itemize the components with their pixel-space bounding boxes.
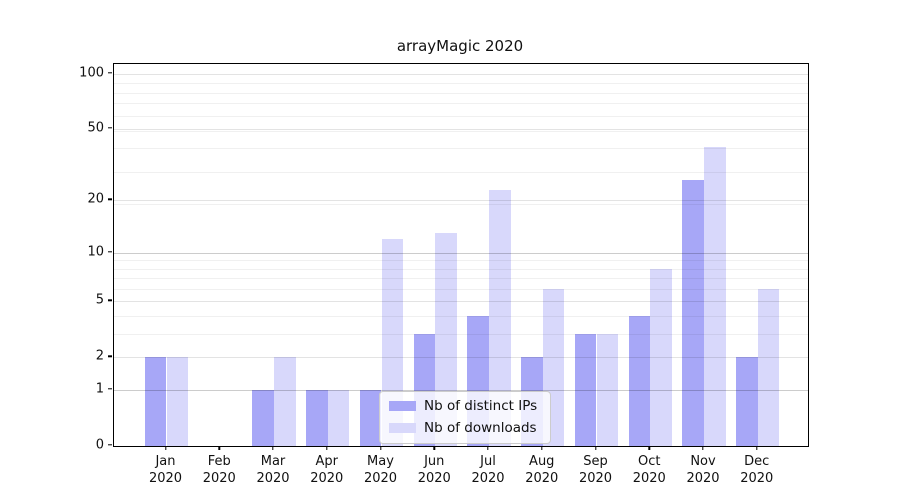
gridline-y-9 [114, 260, 808, 262]
gridline-y-4 [114, 316, 808, 318]
y-axis-tick-2 [108, 355, 112, 358]
bar-jan-2020-nb-of-downloads [166, 357, 189, 446]
y-axis-tick-label-0: 0 [95, 437, 104, 453]
y-axis-tick-0 [108, 444, 112, 446]
x-axis-tick-sep-2020 [594, 446, 597, 450]
bar-dec-2020-nb-of-downloads [757, 289, 780, 446]
x-axis-tick-jun-2020 [433, 446, 435, 450]
legend: Nb of distinct IPs Nb of downloads [379, 391, 551, 444]
x-axis-tick-label-oct-2020: Oct 2020 [632, 454, 666, 486]
bar-jan-2020-nb-of-distinct-ips [144, 357, 167, 446]
x-axis-tick-nov-2020 [702, 446, 704, 450]
legend-item-distinct-ips: Nb of distinct IPs [389, 398, 541, 414]
x-axis-tick-label-apr-2020: Apr 2020 [310, 454, 344, 486]
bar-nov-2020-nb-of-downloads [704, 146, 726, 446]
gridline-y-29 [114, 171, 808, 173]
gridline-y-7 [114, 278, 808, 280]
y-axis-tick-5 [108, 299, 112, 302]
legend-item-downloads: Nb of downloads [389, 420, 541, 436]
x-axis-tick-feb-2020 [218, 446, 220, 450]
gridline-y-39 [114, 148, 808, 150]
gridline-y-6 [114, 289, 808, 291]
y-axis-tick-label-10: 10 [87, 244, 104, 260]
gridline-y-49 [114, 130, 808, 132]
x-axis-tick-label-may-2020: May 2020 [363, 454, 398, 486]
x-axis-tick-oct-2020 [648, 446, 650, 450]
x-axis-tick-may-2020 [379, 446, 382, 450]
y-axis-tick-label-100: 100 [79, 65, 104, 81]
gridline-y-69 [114, 103, 808, 105]
y-axis-tick-label-20: 20 [87, 191, 104, 207]
legend-swatch-distinct-ips [389, 401, 416, 411]
legend-label-distinct-ips: Nb of distinct IPs [424, 398, 538, 414]
x-axis-tick-aug-2020 [541, 446, 543, 450]
legend-swatch-downloads [389, 423, 416, 433]
y-axis-tick-label-2: 2 [95, 348, 104, 364]
chart-title: arrayMagic 2020 [396, 37, 524, 55]
bar-may-2020-nb-of-distinct-ips [359, 390, 382, 446]
gridline-y-79 [114, 92, 808, 94]
bar-apr-2020-nb-of-downloads [327, 390, 350, 446]
gridline-y-3 [114, 334, 808, 336]
gridline-y-10 [114, 252, 808, 254]
y-axis-tick-20 [108, 198, 112, 201]
plot-area: Nb of distinct IPs Nb of downloads [113, 63, 809, 447]
bar-sep-2020-nb-of-downloads [596, 334, 619, 446]
x-axis-tick-label-aug-2020: Aug 2020 [525, 454, 559, 486]
x-axis-tick-label-mar-2020: Mar 2020 [256, 454, 290, 486]
bar-jul-2020-nb-of-downloads [489, 189, 511, 446]
gridline-y-59 [114, 115, 808, 117]
x-axis-tick-mar-2020 [272, 446, 274, 450]
x-axis-tick-label-jan-2020: Jan 2020 [148, 454, 183, 486]
bar-apr-2020-nb-of-distinct-ips [306, 390, 328, 446]
gridline-y-100 [114, 73, 808, 75]
bar-mar-2020-nb-of-downloads [274, 357, 296, 446]
y-axis-tick-100 [108, 72, 112, 74]
y-axis-tick-label-5: 5 [95, 292, 104, 308]
y-axis-tick-1 [108, 388, 112, 390]
x-axis-tick-jan-2020 [164, 446, 167, 450]
bar-mar-2020-nb-of-distinct-ips [252, 390, 274, 446]
y-axis-tick-label-50: 50 [87, 120, 104, 136]
x-axis-tick-dec-2020 [756, 446, 758, 450]
legend-label-downloads: Nb of downloads [424, 420, 537, 436]
gridline-y-89 [114, 83, 808, 85]
gridline-y-19 [114, 204, 808, 206]
x-axis-tick-jul-2020 [487, 446, 489, 450]
x-axis-tick-label-sep-2020: Sep 2020 [578, 454, 613, 486]
x-axis-tick-label-jun-2020: Jun 2020 [417, 454, 451, 486]
x-axis-tick-label-feb-2020: Feb 2020 [202, 454, 236, 486]
x-axis-tick-label-dec-2020: Dec 2020 [740, 454, 774, 486]
y-axis-tick-label-1: 1 [95, 381, 104, 397]
x-axis-tick-apr-2020 [326, 446, 328, 450]
gridline-y-2 [114, 357, 808, 359]
x-axis-tick-label-jul-2020: Jul 2020 [471, 454, 505, 486]
y-axis-tick-10 [108, 250, 112, 253]
bar-oct-2020-nb-of-downloads [650, 268, 672, 446]
gridline-y-8 [114, 268, 808, 270]
gridline-y-1 [114, 390, 808, 392]
y-axis-tick-50 [108, 127, 112, 129]
bar-oct-2020-nb-of-distinct-ips [628, 316, 651, 446]
bar-dec-2020-nb-of-distinct-ips [736, 357, 758, 446]
x-axis-tick-label-nov-2020: Nov 2020 [686, 454, 720, 486]
gridline-y-50 [114, 128, 808, 130]
bar-nov-2020-nb-of-distinct-ips [682, 180, 704, 446]
gridline-y-20 [114, 200, 808, 202]
bar-sep-2020-nb-of-distinct-ips [574, 334, 597, 446]
gridline-y-5 [114, 301, 808, 303]
